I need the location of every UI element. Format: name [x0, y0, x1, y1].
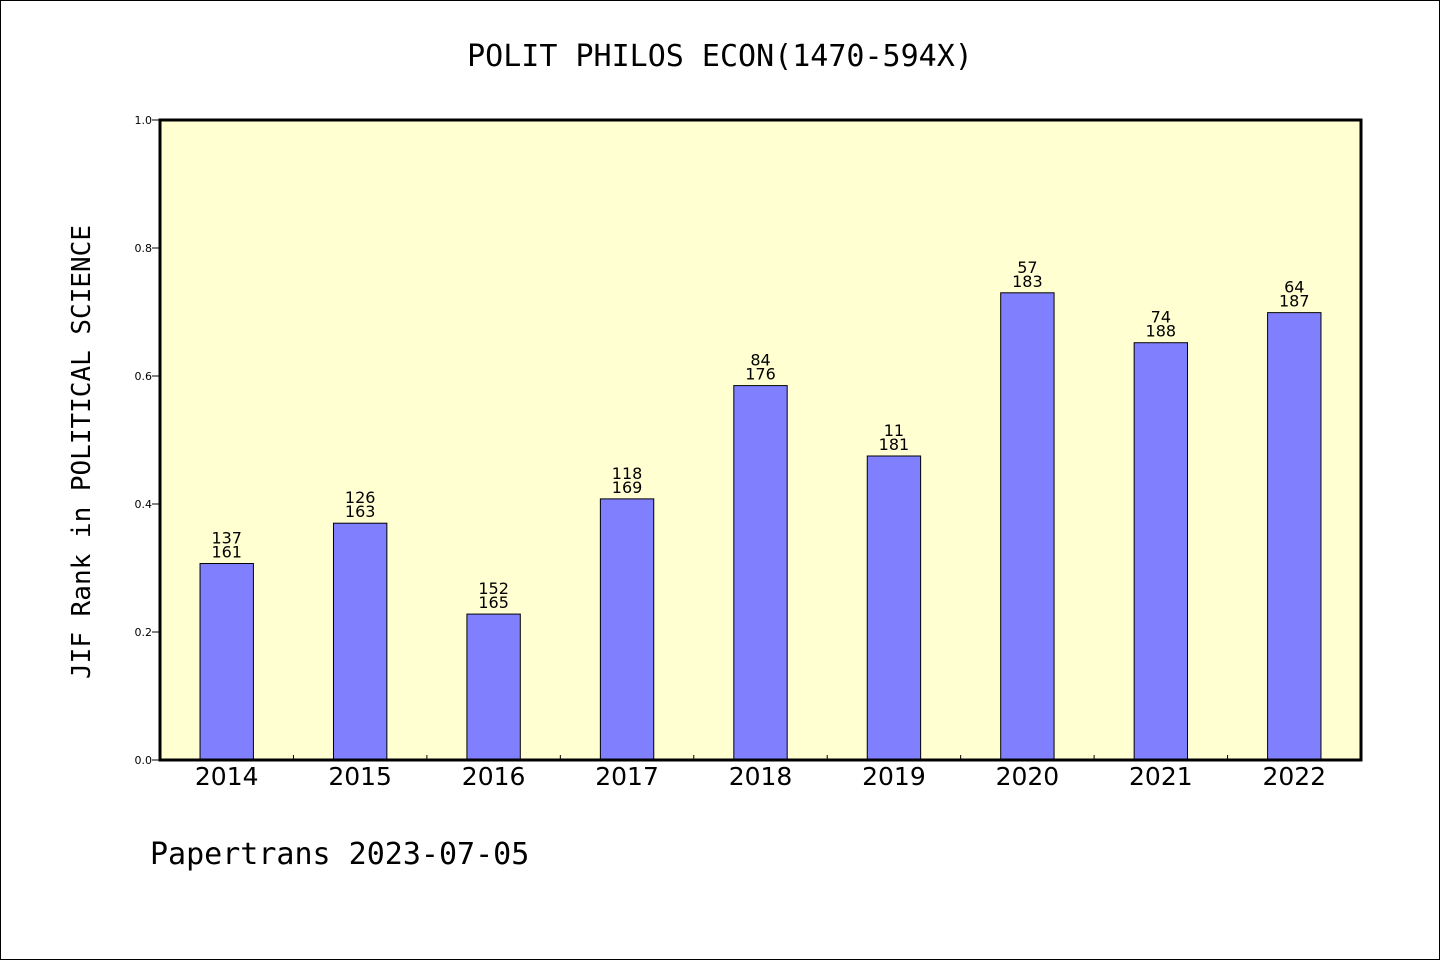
bar-label-total-2015: 163 [345, 502, 376, 521]
bar-2016 [466, 613, 521, 761]
x-axis: 2014 2015 2016 2017 2018 2019 2020 2021 2022 [195, 755, 1326, 791]
x-tick-label-2017: 2017 [595, 762, 659, 791]
x-tick-label-2020: 2020 [996, 762, 1060, 791]
bars-layer [199, 292, 1322, 761]
bar-label-rank-2014: 137 [211, 529, 242, 548]
bar-label-rank-2015: 126 [345, 488, 376, 507]
y-axis-label: JIF Rank in POLITICAL SCIENCE [67, 225, 97, 679]
x-tick-label-2015: 2015 [328, 762, 392, 791]
bar-label-rank-2018: 84 [750, 351, 770, 370]
bar-2022 [1267, 312, 1322, 761]
bar-label-total-2020: 183 [1012, 272, 1043, 291]
y-tick-label-0.8: 0.8 [135, 242, 153, 255]
x-tick-label-2016: 2016 [462, 762, 526, 791]
bar-label-rank-2021: 74 [1151, 308, 1171, 327]
bar-2015 [332, 522, 388, 761]
bar-label-rank-2016: 152 [478, 579, 509, 598]
bar-label-rank-2017: 118 [612, 464, 643, 483]
bar-label-rank-2019: 11 [884, 421, 904, 440]
x-tick-label-2019: 2019 [862, 762, 926, 791]
y-tick-label-0.4: 0.4 [135, 498, 153, 511]
plot-border [158, 118, 1363, 762]
bar-label-rank-2022: 64 [1284, 278, 1304, 297]
y-axis: 0.0 0.2 0.4 0.6 0.8 1.0 [135, 114, 160, 767]
x-tick-label-2022: 2022 [1262, 762, 1326, 791]
bar-2020 [1000, 292, 1055, 761]
bar-2014 [199, 563, 254, 761]
bar-label-total-2017: 169 [612, 478, 643, 497]
x-tick-label-2018: 2018 [729, 762, 793, 791]
y-tick-label-1.0: 1.0 [135, 114, 153, 127]
y-tick-label-0.0: 0.0 [135, 754, 153, 767]
x-tick-label-2014: 2014 [195, 762, 259, 791]
bar-label-total-2014: 161 [211, 543, 242, 562]
y-tick-label-0.2: 0.2 [135, 626, 153, 639]
bar-2018 [733, 385, 788, 761]
bar-label-total-2016: 165 [478, 593, 509, 612]
bar-label-total-2022: 187 [1279, 292, 1310, 311]
bar-label-total-2019: 181 [879, 435, 910, 454]
bar-label-total-2018: 176 [745, 365, 776, 384]
y-tick-label-0.6: 0.6 [135, 370, 153, 383]
bar-label-total-2021: 188 [1146, 322, 1177, 341]
bar-label-rank-2020: 57 [1017, 258, 1037, 277]
bar-2021 [1133, 342, 1189, 761]
bar-2019 [866, 455, 922, 761]
x-tick-label-2021: 2021 [1129, 762, 1193, 791]
footer-text: Papertrans 2023-07-05 [150, 837, 529, 872]
chart-title: POLIT PHILOS ECON(1470-594X) [467, 39, 973, 74]
bar-2017 [599, 498, 655, 761]
